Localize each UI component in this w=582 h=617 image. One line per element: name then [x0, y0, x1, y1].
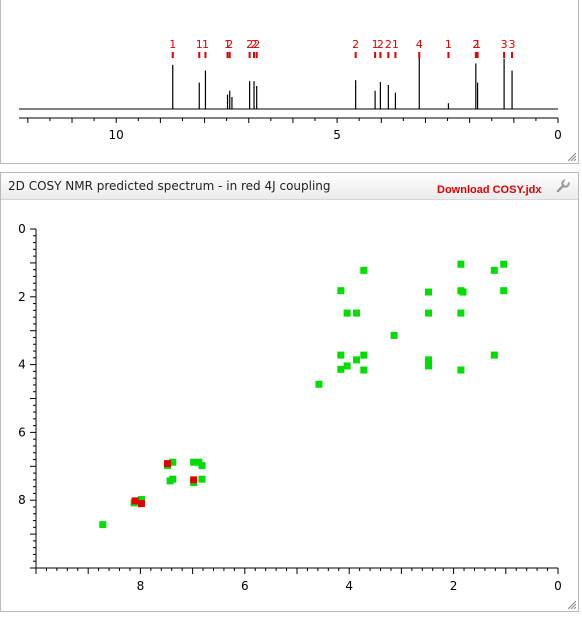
peak-integral-label: 2 — [385, 38, 392, 51]
peak-integral-label: 1 — [202, 38, 209, 51]
cross-peak — [425, 362, 433, 370]
cross-peak — [459, 288, 467, 296]
cross-peak — [500, 287, 508, 295]
cross-peak — [360, 366, 368, 374]
peak-integral-label: 2 — [251, 38, 258, 51]
y-tick-label: 8 — [18, 493, 26, 507]
cross-peak — [190, 458, 198, 466]
cross-peak — [99, 521, 107, 529]
x-tick-label: 2 — [450, 579, 458, 593]
cross-peak — [490, 351, 498, 359]
cross-peak — [315, 380, 323, 388]
cross-peak — [190, 476, 198, 484]
cosy-panel-title: 2D COSY NMR predicted spectrum - in red … — [8, 179, 331, 193]
y-tick-label: 0 — [18, 222, 26, 236]
peak-integral-label: 1 — [224, 38, 231, 51]
wrench-icon[interactable] — [556, 179, 570, 193]
y-tick-label: 6 — [18, 425, 26, 439]
cross-peak — [337, 287, 345, 295]
cross-peak — [457, 260, 465, 268]
peak-integral-label: 1 — [392, 38, 399, 51]
cross-peak — [198, 462, 206, 470]
cosy-panel-titlebar: 2D COSY NMR predicted spectrum - in red … — [1, 173, 578, 200]
spectrum-1d-panel: 10 5 0 1 1 1 1 2 2 2 2 2 1 2 2 1 4 1 2 1 3 3 — [0, 0, 579, 164]
x-tick-label: 8 — [137, 579, 145, 593]
peak-integral-label: 1 — [196, 38, 203, 51]
cross-peak — [343, 362, 351, 370]
cross-peak — [169, 475, 177, 483]
cross-peak — [457, 366, 465, 374]
peak-integral-label: 4 — [416, 38, 423, 51]
cross-peak — [425, 288, 433, 296]
peak-integral-label: 2 — [226, 38, 233, 51]
cross-peak — [425, 309, 433, 317]
y-tick-label: 2 — [18, 290, 26, 304]
cross-peak — [343, 309, 351, 317]
cross-peak — [164, 460, 172, 468]
peak-integral-label: 1 — [445, 38, 452, 51]
peak-integral-label: 2 — [377, 38, 384, 51]
spectrum-1d-chart: 10 5 01 1 1 12 222 2 12 2 1 4 1 21 3 3 — [19, 38, 562, 142]
x-tick-label: 6 — [241, 579, 249, 593]
peak-integral-label: 3 — [501, 38, 508, 51]
cross-peak — [425, 356, 433, 364]
cross-peak — [131, 497, 139, 505]
peak-integral-label: 1 — [474, 38, 481, 51]
resize-grip-icon[interactable] — [568, 601, 576, 609]
cross-peak — [353, 356, 361, 364]
cross-peak — [198, 475, 206, 483]
cross-peak — [137, 496, 145, 504]
cross-peak — [490, 266, 498, 274]
peak-integral-label: 2 — [472, 38, 479, 51]
x-tick-label: 5 — [333, 128, 341, 142]
x-tick-label: 10 — [109, 128, 124, 142]
cross-peak — [500, 260, 508, 268]
peak-integral-label: 1 — [169, 38, 176, 51]
cosy-2d-chart: 8 6 4 2 0 0 2 4 6 8 — [18, 222, 562, 593]
cross-peak — [337, 365, 345, 373]
cosy-panel: 2D COSY NMR predicted spectrum - in red … — [0, 172, 579, 612]
peak-integral-label: 1 — [372, 38, 379, 51]
peak-integral-label: 3 — [509, 38, 516, 51]
x-tick-label: 0 — [554, 128, 562, 142]
peak-integral-label: 2 — [352, 38, 359, 51]
cross-peak — [457, 309, 465, 317]
cross-peak — [137, 500, 145, 508]
resize-grip-icon[interactable] — [568, 153, 576, 161]
x-tick-label: 0 — [554, 579, 562, 593]
cross-peak — [169, 458, 177, 466]
cross-peak — [337, 351, 345, 359]
cross-peak — [390, 331, 398, 339]
peak-integral-label: 2 — [253, 38, 260, 51]
cross-peak — [360, 266, 368, 274]
y-tick-label: 4 — [18, 358, 26, 372]
cross-peak — [360, 351, 368, 359]
cross-peak — [353, 309, 361, 317]
peak-integral-label: 2 — [246, 38, 253, 51]
x-tick-label: 4 — [345, 579, 353, 593]
download-cosy-link[interactable]: Download COSY.jdx — [437, 184, 542, 196]
